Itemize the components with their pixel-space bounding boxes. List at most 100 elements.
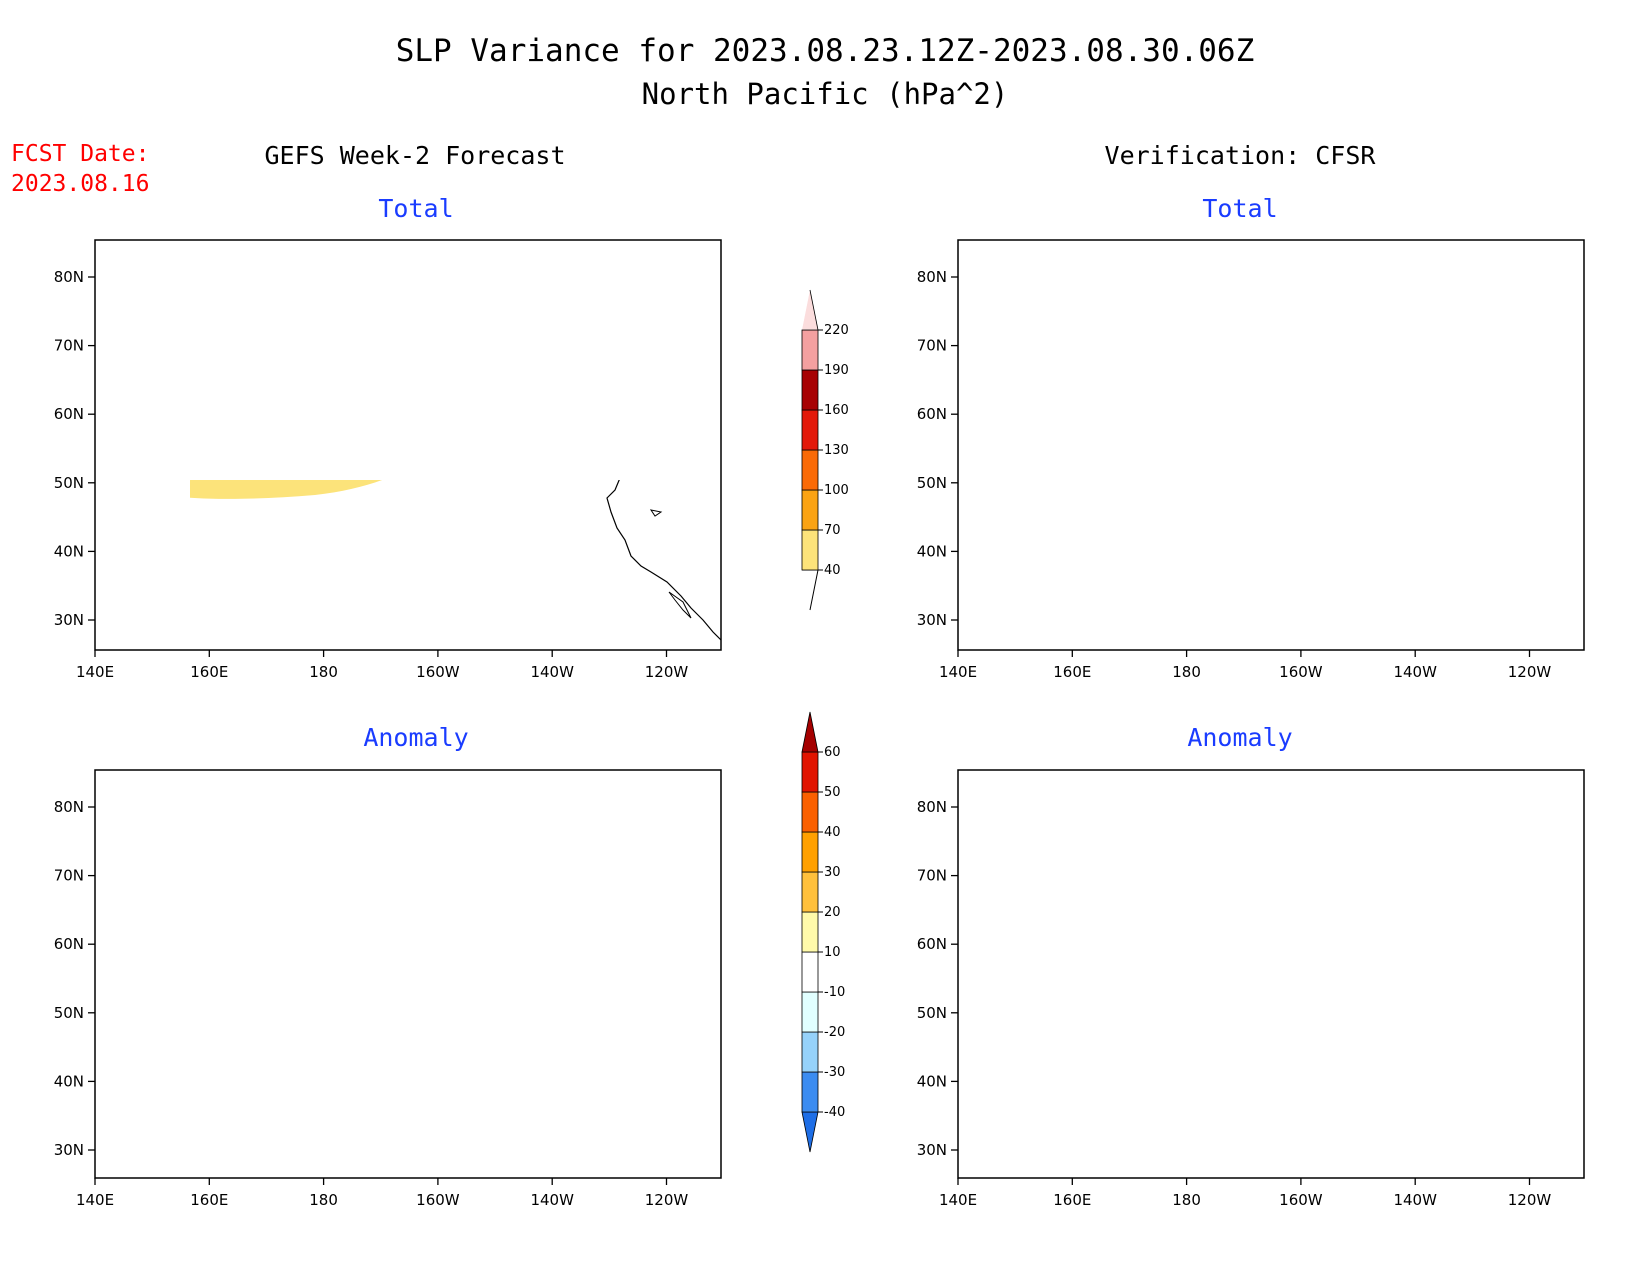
colorbar-label: -10 bbox=[824, 985, 845, 1000]
lon-tick-label: 140E bbox=[939, 1191, 977, 1209]
plot-frame bbox=[94, 239, 722, 651]
colorbar-swatch bbox=[801, 991, 819, 1033]
lat-tick-label: 50N bbox=[917, 474, 947, 492]
colorbar-label: 40 bbox=[824, 825, 841, 840]
lon-tick-label: 140E bbox=[76, 663, 114, 681]
lon-tick-label: 120W bbox=[645, 1191, 689, 1209]
lon-tick-label: 160E bbox=[190, 1191, 228, 1209]
lon-tick-label: 180 bbox=[1172, 663, 1201, 681]
colorbar-swatch bbox=[801, 1111, 819, 1153]
colorbar-label: 130 bbox=[824, 443, 849, 458]
colorbar-label: 30 bbox=[824, 865, 841, 880]
colorbar-swatch bbox=[801, 911, 819, 953]
fcst-label: FCST Date: bbox=[11, 141, 149, 167]
colorbar-anomaly: -40 -30 -20 -10 10 20 30 40 50 60 bbox=[801, 711, 845, 1153]
column-title-cfsr: Verification: CFSR bbox=[1105, 141, 1377, 170]
map-panel-gefs-total: 140E 160E 180 160W 140W 120W 30N 40N 50N 60N 70N 8… bbox=[54, 239, 722, 681]
column-title-gefs: GEFS Week-2 Forecast bbox=[264, 141, 565, 170]
variance-field bbox=[978, 290, 1598, 565]
lon-tick-label: 160W bbox=[1279, 1191, 1323, 1209]
lat-tick-label: 30N bbox=[54, 611, 84, 629]
anomaly-field bbox=[958, 775, 1584, 1179]
colorbar-label: 70 bbox=[824, 523, 841, 538]
lat-tick-label: 60N bbox=[54, 935, 84, 953]
colorbar-swatch bbox=[802, 289, 819, 331]
lat-tick-label: 80N bbox=[917, 798, 947, 816]
map-panel-gefs-anomaly: 140E 160E 180 160W 140W 120W 30N 40N 50N 60N 70N 8… bbox=[54, 769, 722, 1209]
lon-tick-label: 120W bbox=[1508, 663, 1552, 681]
variance-field bbox=[190, 480, 382, 499]
colorbar-swatch bbox=[801, 751, 819, 793]
colorbar-label: 40 bbox=[824, 563, 841, 578]
lat-tick-label: 40N bbox=[917, 1072, 947, 1090]
map-panel-cfsr-anomaly: 140E 160E 180 160W 140W 120W 30N 40N 50N 60N 70N 8… bbox=[917, 769, 1585, 1209]
colorbar-swatch bbox=[801, 1071, 819, 1113]
lat-tick-label: 60N bbox=[54, 405, 84, 423]
lat-tick-label: 30N bbox=[917, 611, 947, 629]
colorbar-swatch bbox=[801, 329, 819, 371]
lon-tick-label: 120W bbox=[645, 663, 689, 681]
colorbar-swatch bbox=[801, 951, 819, 993]
lat-tick-label: 40N bbox=[54, 542, 84, 560]
lat-tick-label: 50N bbox=[54, 1004, 84, 1022]
colorbar-label: 20 bbox=[824, 905, 841, 920]
anomaly-field bbox=[95, 865, 721, 1102]
lon-tick-label: 120W bbox=[1508, 1191, 1552, 1209]
colorbar-label: 220 bbox=[824, 323, 849, 338]
lat-tick-label: 60N bbox=[917, 405, 947, 423]
colorbar-swatch bbox=[801, 871, 819, 913]
fcst-date: 2023.08.16 bbox=[11, 171, 149, 197]
lat-tick-label: 40N bbox=[917, 542, 947, 560]
panel-title-gefs-total: Total bbox=[378, 194, 453, 223]
colorbar-swatch bbox=[801, 831, 819, 873]
lon-tick-label: 160E bbox=[1053, 1191, 1091, 1209]
lon-tick-label: 140W bbox=[1393, 663, 1437, 681]
lon-tick-label: 180 bbox=[309, 1191, 338, 1209]
lat-tick-label: 70N bbox=[917, 337, 947, 355]
lat-tick-label: 60N bbox=[917, 935, 947, 953]
colorbar-label: -20 bbox=[824, 1025, 845, 1040]
panel-title-cfsr-total: Total bbox=[1202, 194, 1277, 223]
colorbar-label: 100 bbox=[824, 483, 849, 498]
lon-tick-label: 160E bbox=[1053, 663, 1091, 681]
colorbar-label: 160 bbox=[824, 403, 849, 418]
plot-frame bbox=[957, 239, 1585, 651]
plot-frame bbox=[957, 769, 1585, 1179]
lat-tick-label: 50N bbox=[54, 474, 84, 492]
lon-tick-label: 180 bbox=[1172, 1191, 1201, 1209]
colorbar-label: 60 bbox=[824, 745, 841, 760]
lat-tick-label: 50N bbox=[917, 1004, 947, 1022]
colorbar-swatch bbox=[801, 489, 819, 531]
lat-tick-label: 70N bbox=[54, 867, 84, 885]
colorbar-swatch bbox=[801, 369, 819, 411]
lon-tick-label: 140E bbox=[76, 1191, 114, 1209]
figure-title: SLP Variance for 2023.08.23.12Z-2023.08.… bbox=[396, 33, 1255, 69]
figure-subtitle: North Pacific (hPa^2) bbox=[642, 77, 1009, 111]
colorbar-swatch bbox=[801, 791, 819, 833]
colorbar-label: 50 bbox=[824, 785, 841, 800]
lat-tick-label: 70N bbox=[54, 337, 84, 355]
lon-tick-label: 180 bbox=[309, 663, 338, 681]
lat-tick-label: 70N bbox=[917, 867, 947, 885]
colorbar-low-wedge bbox=[802, 569, 819, 611]
panel-title-gefs-anomaly: Anomaly bbox=[363, 723, 468, 752]
plot-frame bbox=[94, 769, 722, 1179]
colorbar-label: 190 bbox=[824, 363, 849, 378]
lon-tick-label: 140W bbox=[530, 663, 574, 681]
colorbar-swatch bbox=[801, 449, 819, 491]
lat-tick-label: 80N bbox=[54, 798, 84, 816]
lon-tick-label: 140W bbox=[530, 1191, 574, 1209]
colorbar-swatch bbox=[801, 409, 819, 451]
lat-tick-label: 30N bbox=[917, 1141, 947, 1159]
lon-tick-label: 140E bbox=[939, 663, 977, 681]
lon-tick-label: 140W bbox=[1393, 1191, 1437, 1209]
colorbar-label: -30 bbox=[824, 1065, 845, 1080]
map-panel-cfsr-total: 140E 160E 180 160W 140W 120W 30N 40N 50N 60N 70N 8… bbox=[917, 239, 1598, 681]
lon-tick-label: 160W bbox=[416, 1191, 460, 1209]
lat-tick-label: 80N bbox=[917, 268, 947, 286]
lon-tick-label: 160E bbox=[190, 663, 228, 681]
lat-tick-label: 80N bbox=[54, 268, 84, 286]
colorbar-label: 10 bbox=[824, 945, 841, 960]
lon-tick-label: 160W bbox=[1279, 663, 1323, 681]
